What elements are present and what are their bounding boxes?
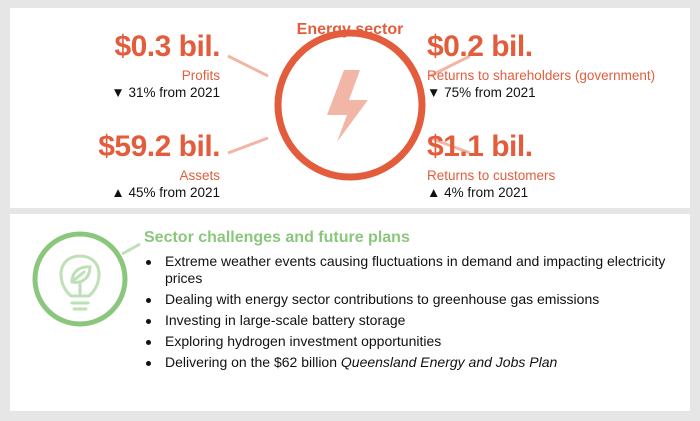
returns-shareholders-stat: $0.2 bil. Returns to shareholders (gover… [427,30,687,101]
list-item: Dealing with energy sector contributions… [144,291,685,308]
returns-customers-label: Returns to customers [427,168,556,183]
assets-label: Assets [179,168,220,183]
list-item: Extreme weather events causing fluctuati… [144,253,685,287]
returns-shareholders-value: $0.2 bil. [427,30,533,63]
list-item: Exploring hydrogen investment opportunit… [144,333,685,350]
list-item: Investing in large-scale battery storage [144,312,685,329]
challenges-title: Sector challenges and future plans [144,229,410,246]
lightbulb-leaf-icon [59,254,101,311]
profits-value: $0.3 bil. [114,30,220,63]
connector-line-challenges [121,242,141,256]
assets-value: $59.2 bil. [98,130,220,163]
returns-customers-stat: $1.1 bil. Returns to customers ▲ 4% from… [427,130,687,201]
energy-ring [274,29,426,181]
profits-label: Profits [181,68,220,83]
lightning-bolt-icon [327,70,368,142]
connector-line-shareholders [429,54,471,78]
challenges-panel: Sector challenges and future plans Extre… [10,214,690,411]
returns-shareholders-label: Returns to shareholders (government) [427,68,656,83]
connector-line-customers [429,136,471,155]
energy-summary-panel: Energy sector $0.3 bil. Profits ▼ 31% fr… [10,8,690,208]
connector-line-assets [227,136,269,155]
profits-stat: $0.3 bil. Profits ▼ 31% from 2021 [30,30,220,101]
energy-sector-title: Energy sector [296,21,404,38]
list-item-text: Delivering on the $62 billion [165,354,341,370]
assets-change: ▲ 45% from 2021 [111,185,220,200]
returns-customers-value: $1.1 bil. [427,130,533,163]
lightbulb-ring [32,231,128,327]
profits-change: ▼ 31% from 2021 [111,85,220,100]
returns-customers-change: ▲ 4% from 2021 [427,185,529,200]
challenges-graphic [32,231,141,327]
returns-shareholders-change: ▼ 75% from 2021 [427,85,536,100]
plan-name: Queensland Energy and Jobs Plan [340,354,558,370]
assets-stat: $59.2 bil. Assets ▲ 45% from 2021 [30,130,220,201]
challenges-list: Extreme weather events causing fluctuati… [144,253,685,375]
list-item: Delivering on the $62 billion Queensland… [144,354,685,371]
energy-graphic [227,29,471,181]
connector-line-profits [227,54,269,78]
